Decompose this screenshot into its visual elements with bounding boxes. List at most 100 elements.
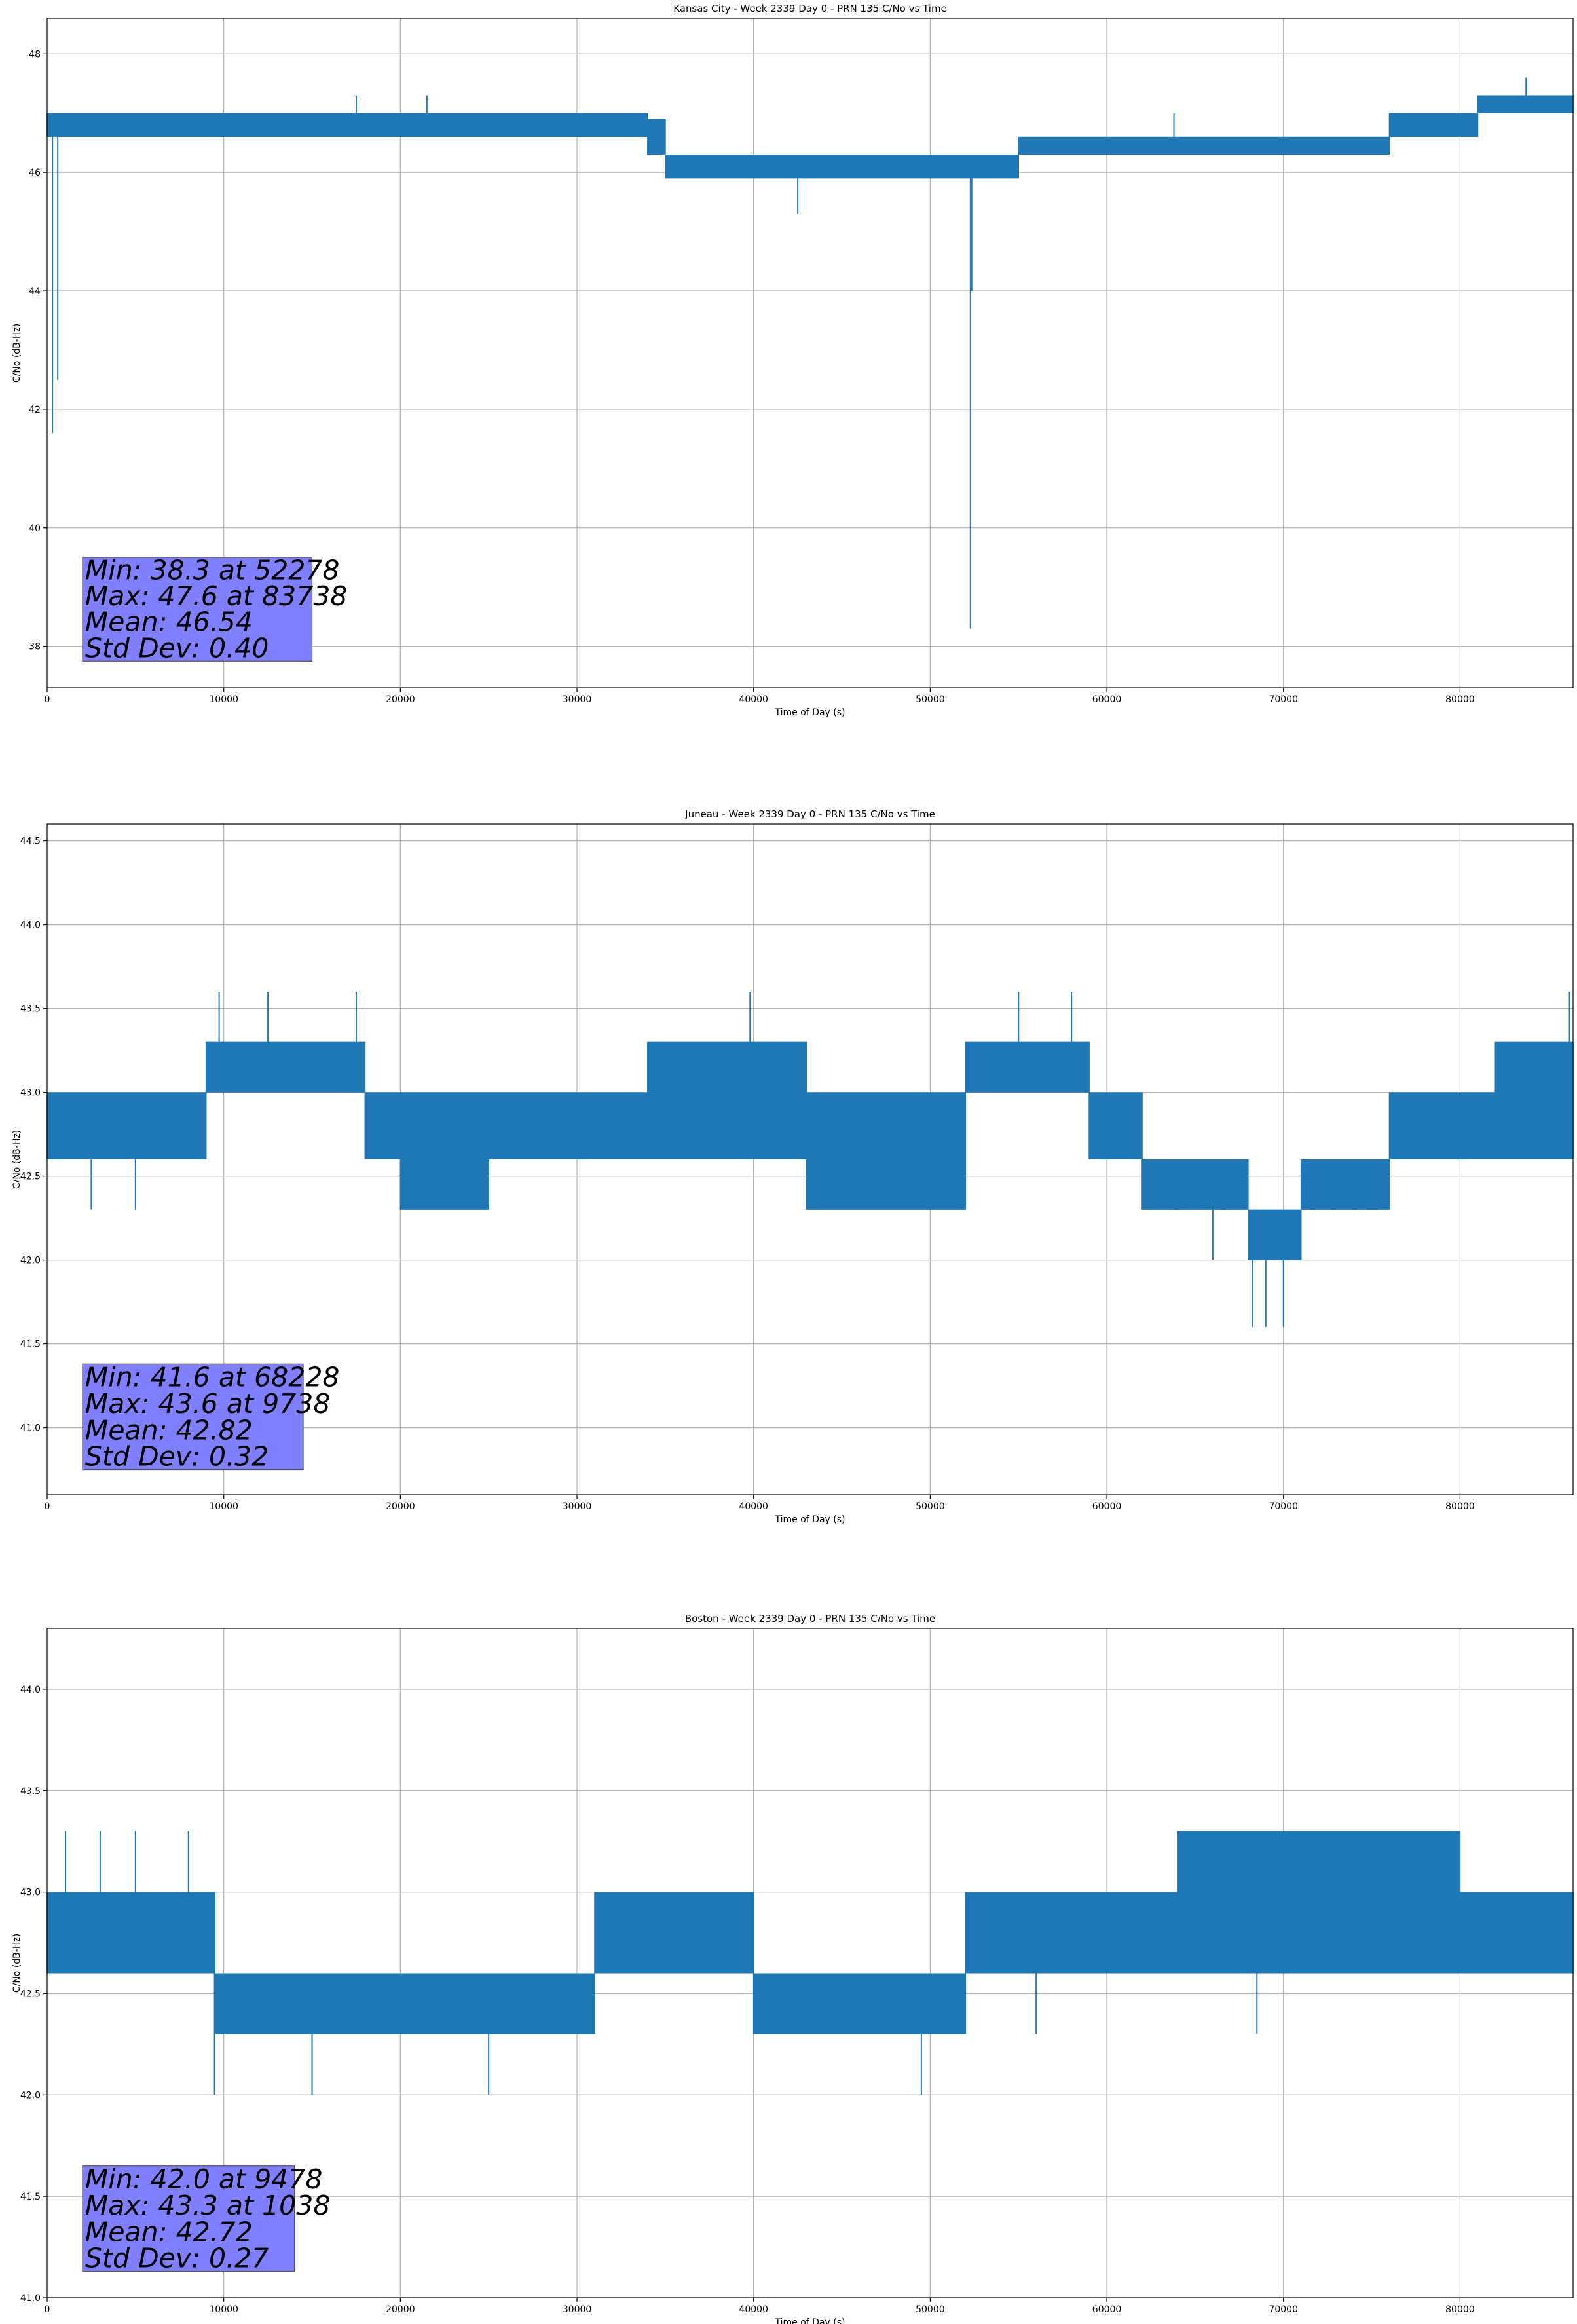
y-tick-label: 41.0 [20,1423,41,1434]
series-line [46,992,1574,1327]
stats-box [82,2165,295,2272]
series-line [46,1831,1574,2095]
y-tick-label: 38 [29,642,41,652]
x-axis-label: Time of Day (s) [775,2317,845,2324]
series-band-fill [1389,113,1478,137]
x-tick-label: 0 [45,2304,50,2315]
x-tick-label: 30000 [563,2304,592,2315]
x-tick-label: 20000 [386,1501,415,1512]
series-band-fill [594,1892,754,1974]
stats-line: Mean: 46.54 [85,607,253,638]
y-tick-label: 42.0 [20,2090,41,2101]
series-band-fill [1301,1159,1390,1210]
y-tick-label: 41.5 [20,2192,41,2202]
x-tick-label: 60000 [1092,694,1122,705]
x-tick-label: 10000 [209,2304,238,2315]
series-band-fill [1495,1041,1573,1159]
x-tick-label: 0 [45,694,50,705]
series-band-fill [47,113,648,137]
series-line [46,77,1574,629]
y-axis-label: C/No (dB-Hz) [12,1934,22,1993]
series-band-fill [806,1092,966,1210]
series-band-fill [965,1041,1090,1093]
x-tick-label: 70000 [1269,694,1298,705]
stats-line: Max: 47.6 at 83738 [85,580,348,612]
x-tick-label: 40000 [739,2304,768,2315]
series-band-fill [1477,95,1573,113]
y-tick-label: 48 [29,49,41,60]
stats-box [82,1363,304,1471]
stats-box [82,557,313,662]
series-band-fill [1195,136,1390,155]
y-tick-label: 42.5 [20,1172,41,1182]
y-tick-label: 43.5 [20,1004,41,1015]
series-band-fill [453,1973,595,2034]
stats-line: Mean: 42.72 [85,2216,253,2247]
stats-line: Max: 43.6 at 9738 [85,1388,331,1419]
y-tick-label: 44 [29,286,41,297]
y-tick-label: 43.0 [20,1088,41,1098]
y-tick-label: 41.0 [20,2293,41,2304]
y-tick-label: 43.0 [20,1888,41,1898]
stats-line: Max: 43.3 at 1038 [85,2190,331,2221]
series-band-fill [400,1092,489,1210]
series-band-fill [965,1892,1178,1974]
chart-title: Boston - Week 2339 Day 0 - PRN 135 C/No … [685,1613,935,1624]
y-tick-label: 43.5 [20,1786,41,1797]
x-tick-label: 20000 [386,694,415,705]
x-axis-label: Time of Day (s) [775,707,845,718]
x-tick-label: 0 [45,1501,50,1512]
series-band-fill [1389,1092,1496,1159]
series-band-fill [647,119,665,155]
series-band-fill [206,1041,365,1093]
y-tick-label: 42 [29,405,41,415]
x-tick-label: 50000 [916,1501,945,1512]
x-tick-label: 50000 [916,2304,945,2315]
stats-line: Std Dev: 0.40 [85,632,269,664]
series-band-fill [1248,1209,1301,1260]
x-tick-label: 30000 [563,694,592,705]
x-tick-label: 70000 [1269,1501,1298,1512]
x-axis-label: Time of Day (s) [775,1514,845,1525]
series-band-fill [1177,1831,1460,1974]
x-tick-label: 20000 [386,2304,415,2315]
series-band-fill [1018,136,1195,155]
stats-line: Min: 38.3 at 52278 [85,555,340,586]
y-axis-label: C/No (dB-Hz) [12,324,22,383]
x-tick-label: 40000 [739,1501,768,1512]
series-band-fill [47,1892,215,1974]
stats-line: Min: 42.0 at 9478 [85,2164,323,2195]
series-band-fill [1141,1159,1248,1210]
x-tick-label: 60000 [1092,2304,1122,2315]
series-band-fill [647,1041,807,1159]
y-axis-label: C/No (dB-Hz) [12,1130,22,1189]
stats-line: Std Dev: 0.27 [85,2243,269,2274]
chart-title: Kansas City - Week 2339 Day 0 - PRN 135 … [673,3,947,14]
chart-panel-2: Juneau - Week 2339 Day 0 - PRN 135 C/No … [12,808,1574,1525]
x-tick-label: 80000 [1445,2304,1475,2315]
axes-frame [46,823,1574,1495]
x-tick-label: 80000 [1445,1501,1475,1512]
y-tick-label: 41.5 [20,1340,41,1350]
series-band-fill [489,1092,648,1159]
x-tick-label: 70000 [1269,2304,1298,2315]
y-tick-label: 44.5 [20,836,41,847]
axes-frame [46,18,1574,688]
x-tick-label: 60000 [1092,1501,1122,1512]
chart-panel-3: Boston - Week 2339 Day 0 - PRN 135 C/No … [12,1613,1574,2324]
y-tick-label: 40 [29,523,41,534]
y-tick-label: 44.0 [20,1685,41,1695]
series-band-fill [665,155,1019,179]
series-band-fill [1089,1092,1142,1159]
x-tick-label: 30000 [563,1501,592,1512]
stats-line: Min: 41.6 at 68228 [85,1362,340,1393]
series-band-fill [47,1092,206,1159]
x-tick-label: 10000 [209,1501,238,1512]
x-tick-label: 50000 [916,694,945,705]
x-tick-label: 10000 [209,694,238,705]
series-band-fill [753,1973,966,2034]
y-tick-label: 42.0 [20,1256,41,1266]
x-tick-label: 40000 [739,694,768,705]
axes-frame [46,1628,1574,2298]
